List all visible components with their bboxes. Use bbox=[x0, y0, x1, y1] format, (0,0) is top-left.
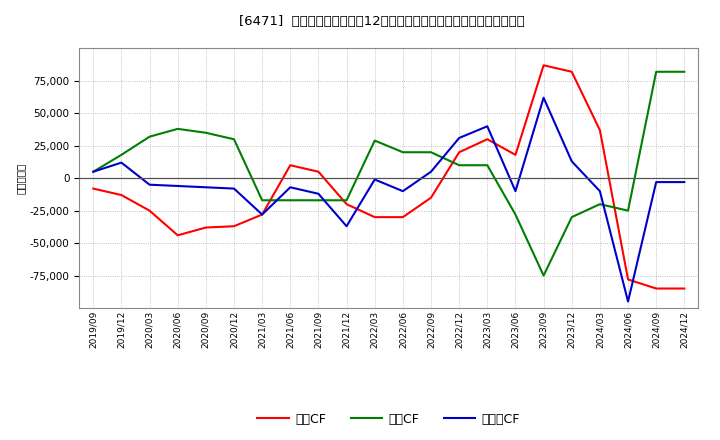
営業CF bbox=[511, 152, 520, 158]
フリーCF bbox=[595, 188, 604, 194]
営業CF bbox=[652, 286, 660, 291]
フリーCF bbox=[455, 136, 464, 141]
Line: 営業CF: 営業CF bbox=[94, 65, 684, 289]
営業CF bbox=[399, 214, 408, 220]
フリーCF bbox=[427, 169, 436, 174]
投資CF bbox=[258, 198, 266, 203]
営業CF bbox=[370, 214, 379, 220]
フリーCF bbox=[511, 188, 520, 194]
投資CF bbox=[652, 69, 660, 74]
Line: 投資CF: 投資CF bbox=[94, 72, 684, 275]
投資CF bbox=[230, 136, 238, 142]
営業CF bbox=[145, 208, 154, 213]
営業CF bbox=[286, 162, 294, 168]
フリーCF bbox=[230, 186, 238, 191]
Y-axis label: （百万円）: （百万円） bbox=[15, 162, 25, 194]
投資CF bbox=[455, 162, 464, 168]
フリーCF bbox=[567, 159, 576, 164]
投資CF bbox=[174, 126, 182, 132]
営業CF bbox=[427, 195, 436, 200]
フリーCF bbox=[399, 188, 408, 194]
フリーCF bbox=[680, 180, 688, 185]
投資CF bbox=[89, 169, 98, 174]
フリーCF bbox=[145, 182, 154, 187]
フリーCF bbox=[314, 191, 323, 196]
営業CF bbox=[258, 212, 266, 217]
営業CF bbox=[342, 202, 351, 207]
投資CF bbox=[624, 208, 632, 213]
フリーCF bbox=[483, 124, 492, 129]
投資CF bbox=[342, 198, 351, 203]
営業CF bbox=[202, 225, 210, 230]
営業CF bbox=[680, 286, 688, 291]
営業CF bbox=[117, 192, 126, 198]
営業CF bbox=[483, 136, 492, 142]
投資CF bbox=[145, 134, 154, 139]
投資CF bbox=[567, 214, 576, 220]
フリーCF bbox=[89, 169, 98, 174]
投資CF bbox=[202, 130, 210, 136]
投資CF bbox=[427, 150, 436, 155]
投資CF bbox=[680, 69, 688, 74]
営業CF bbox=[230, 224, 238, 229]
フリーCF bbox=[202, 185, 210, 190]
営業CF bbox=[595, 128, 604, 133]
営業CF bbox=[314, 169, 323, 174]
Text: [6471]  キャッシュフローの12か月移動合計の対前年同期増減額の推移: [6471] キャッシュフローの12か月移動合計の対前年同期増減額の推移 bbox=[239, 15, 524, 29]
投資CF bbox=[399, 150, 408, 155]
投資CF bbox=[595, 202, 604, 207]
フリーCF bbox=[117, 160, 126, 165]
投資CF bbox=[511, 212, 520, 217]
営業CF bbox=[567, 69, 576, 74]
投資CF bbox=[314, 198, 323, 203]
フリーCF bbox=[174, 183, 182, 189]
営業CF bbox=[539, 62, 548, 68]
営業CF bbox=[624, 277, 632, 282]
投資CF bbox=[370, 138, 379, 143]
フリーCF bbox=[624, 299, 632, 304]
フリーCF bbox=[539, 95, 548, 100]
投資CF bbox=[117, 152, 126, 158]
営業CF bbox=[455, 150, 464, 155]
営業CF bbox=[174, 233, 182, 238]
フリーCF bbox=[286, 185, 294, 190]
営業CF bbox=[89, 186, 98, 191]
投資CF bbox=[286, 198, 294, 203]
フリーCF bbox=[342, 224, 351, 229]
フリーCF bbox=[652, 180, 660, 185]
投資CF bbox=[483, 162, 492, 168]
フリーCF bbox=[370, 177, 379, 182]
フリーCF bbox=[258, 212, 266, 217]
投資CF bbox=[539, 273, 548, 278]
Legend: 営業CF, 投資CF, フリーCF: 営業CF, 投資CF, フリーCF bbox=[253, 408, 525, 431]
Line: フリーCF: フリーCF bbox=[94, 98, 684, 301]
